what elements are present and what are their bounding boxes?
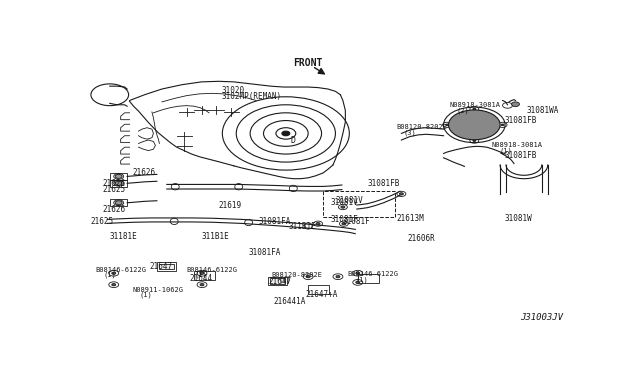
Text: B08146-6122G: B08146-6122G [96, 267, 147, 273]
Text: B08120-8202E: B08120-8202E [396, 124, 447, 130]
Text: (1): (1) [103, 272, 116, 278]
Text: 31081FB: 31081FB [504, 116, 536, 125]
Circle shape [501, 124, 504, 126]
Text: 31181E: 31181E [110, 232, 138, 241]
Text: 21625: 21625 [102, 185, 125, 194]
Text: D: D [291, 136, 296, 145]
Circle shape [399, 193, 403, 195]
Text: 21647+A: 21647+A [306, 289, 338, 299]
Text: 21619: 21619 [219, 201, 242, 210]
Text: 21647: 21647 [150, 262, 173, 271]
Text: (1): (1) [194, 272, 207, 278]
Text: 31020: 31020 [221, 86, 244, 95]
Circle shape [356, 272, 360, 275]
Circle shape [282, 131, 290, 136]
Text: 3102MP(REMAN): 3102MP(REMAN) [221, 92, 282, 101]
Circle shape [511, 102, 520, 106]
Text: N08918-3081A: N08918-3081A [449, 102, 500, 108]
Text: 31081F: 31081F [343, 217, 371, 225]
Circle shape [115, 174, 122, 179]
Text: 31081WA: 31081WA [527, 106, 559, 115]
Circle shape [449, 110, 500, 140]
Text: 31081F: 31081F [330, 215, 358, 224]
Circle shape [306, 276, 310, 278]
Text: 311B1E: 311B1E [288, 222, 316, 231]
Text: 31081FA: 31081FA [259, 217, 291, 225]
Circle shape [341, 206, 345, 208]
Text: 21626: 21626 [102, 205, 125, 214]
Text: 31081FA: 31081FA [249, 248, 281, 257]
Circle shape [316, 222, 320, 225]
Circle shape [112, 283, 116, 286]
Text: 31081FB: 31081FB [367, 179, 400, 188]
Circle shape [356, 281, 360, 283]
Text: (3): (3) [404, 129, 417, 136]
Text: 31081V: 31081V [335, 196, 363, 205]
Text: B08146-6122G: B08146-6122G [348, 271, 399, 277]
Circle shape [200, 283, 204, 286]
Text: 311B1E: 311B1E [202, 232, 229, 241]
Text: (1): (1) [278, 277, 291, 283]
Text: B08120-8202E: B08120-8202E [271, 272, 322, 278]
Text: N08911-1062G: N08911-1062G [132, 287, 183, 293]
Text: 31081W: 31081W [504, 214, 532, 222]
Text: 21647: 21647 [269, 277, 292, 286]
Text: 21644: 21644 [189, 274, 212, 283]
Text: N08918-3081A: N08918-3081A [492, 142, 543, 148]
Text: 31081FB: 31081FB [504, 151, 536, 160]
Circle shape [112, 272, 116, 275]
Circle shape [115, 201, 122, 205]
Text: (1): (1) [499, 147, 512, 154]
Text: 31081V: 31081V [330, 198, 358, 207]
Circle shape [473, 108, 476, 110]
Text: 21606R: 21606R [408, 234, 435, 243]
Text: 21626: 21626 [132, 168, 156, 177]
Text: 21625: 21625 [91, 217, 114, 225]
FancyBboxPatch shape [271, 278, 285, 284]
Circle shape [336, 276, 340, 278]
Circle shape [115, 181, 122, 185]
Circle shape [200, 272, 204, 275]
Text: 21626: 21626 [102, 179, 125, 188]
Circle shape [342, 222, 346, 225]
FancyBboxPatch shape [159, 264, 173, 269]
Text: B08146-6122G: B08146-6122G [187, 267, 237, 273]
Text: 21613M: 21613M [396, 214, 424, 222]
Text: 216441A: 216441A [273, 297, 306, 306]
Circle shape [445, 124, 449, 126]
Text: FRONT: FRONT [293, 58, 323, 68]
Text: (1): (1) [355, 276, 368, 283]
Text: (2): (2) [457, 107, 470, 113]
Text: (1): (1) [140, 292, 152, 298]
Text: J31003JV: J31003JV [520, 312, 563, 322]
Circle shape [473, 140, 476, 141]
